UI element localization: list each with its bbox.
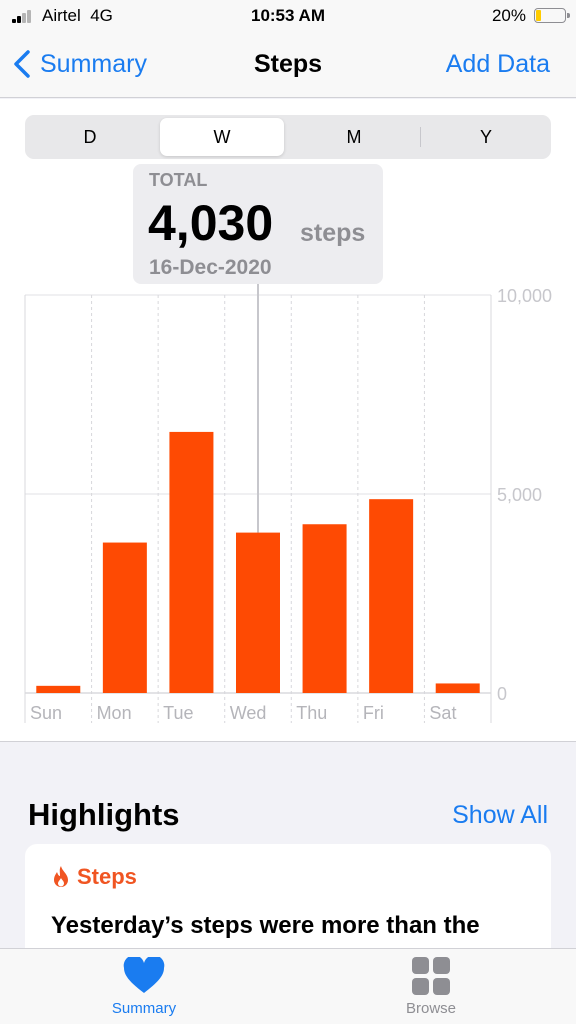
tab-browse[interactable]: Browse [361, 957, 501, 1017]
y-tick-label: 0 [497, 684, 507, 704]
bar-sat [435, 683, 480, 693]
heart-icon [123, 957, 165, 993]
x-tick-label: Sun [30, 703, 62, 723]
tab-browse-label: Browse [405, 1000, 457, 1017]
x-tick-label: Tue [163, 703, 193, 723]
back-button[interactable]: Summary [12, 46, 147, 82]
carrier-info: Airtel 4G [42, 6, 113, 26]
battery-icon [534, 8, 570, 23]
status-time: 10:53 AM [250, 6, 325, 25]
segment-day[interactable]: D [83, 126, 97, 147]
highlights-heading: Highlights [28, 797, 180, 832]
signal-icon [12, 10, 34, 23]
page-title: Steps [253, 50, 323, 78]
x-tick-label: Mon [97, 703, 132, 723]
add-data-button[interactable]: Add Data [445, 50, 550, 78]
highlight-text: Yesterday’s steps were more than the [51, 912, 480, 939]
status-bar: Airtel 4G 10:53 AM 20% [0, 0, 576, 32]
selection-callout: TOTAL 4,030 steps 16-Dec-2020 [133, 164, 383, 284]
highlight-category-label: Steps [77, 864, 137, 889]
tab-summary-label: Summary [111, 1000, 177, 1017]
segment-week[interactable]: W [160, 118, 284, 156]
network-type: 4G [90, 6, 113, 25]
grid-icon [412, 957, 450, 995]
x-tick-label: Thu [296, 703, 327, 723]
x-tick-label: Wed [230, 703, 267, 723]
segment-year[interactable]: Y [479, 126, 492, 147]
highlight-category: Steps [51, 864, 137, 890]
bar-mon [102, 542, 147, 693]
segment-month[interactable]: M [346, 126, 362, 147]
callout-date: 16-Dec-2020 [149, 256, 272, 279]
callout-value: 4,030 [148, 195, 274, 251]
y-tick-label: 5,000 [497, 485, 542, 505]
navigation-bar: Summary Steps Add Data [0, 32, 576, 98]
steps-bar-chart: 0 5,000 10,000 Sun Mon Tue Wed Thu Fri Sat [24, 284, 552, 723]
carrier-name: Airtel [42, 6, 81, 25]
bar-sun [36, 685, 81, 693]
bar-tue [169, 431, 214, 693]
bar-thu [302, 524, 347, 693]
bar-fri [369, 499, 414, 693]
steps-chart-card: D W M Y 0 5,000 10,000 Sun Mon Tue Wed Thu Fri Sa… [0, 99, 576, 742]
callout-unit: steps [300, 219, 366, 247]
bar-wed [236, 532, 280, 693]
x-tick-label: Sat [429, 703, 456, 723]
chevron-left-icon [14, 50, 30, 78]
y-tick-label: 10,000 [497, 286, 552, 306]
battery-percent: 20% [491, 6, 526, 25]
show-all-link[interactable]: Show All [452, 801, 548, 829]
back-label: Summary [40, 49, 147, 78]
tab-summary[interactable]: Summary [74, 957, 214, 1017]
flame-icon [54, 866, 68, 887]
segment-divider [420, 127, 421, 147]
x-tick-label: Fri [363, 703, 384, 723]
period-segmented-control: D W M Y [25, 115, 551, 159]
callout-label: TOTAL [149, 170, 208, 190]
tab-bar: Summary Browse [0, 948, 576, 1024]
